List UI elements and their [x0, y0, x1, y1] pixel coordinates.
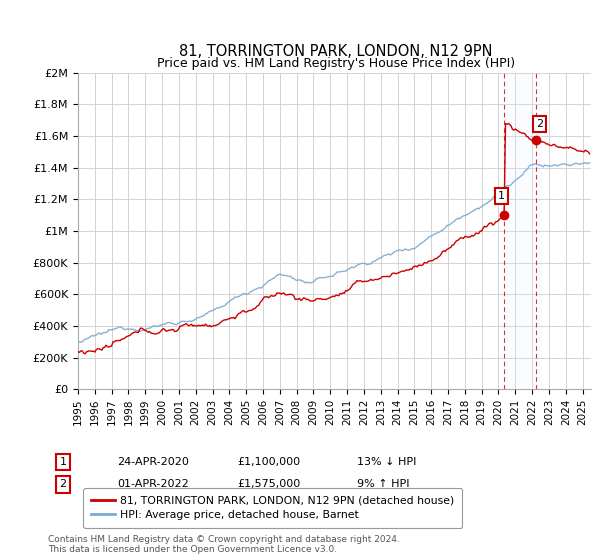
Text: 24-APR-2020: 24-APR-2020 — [117, 457, 189, 467]
Text: 01-APR-2022: 01-APR-2022 — [117, 479, 189, 489]
Text: 2: 2 — [59, 479, 67, 489]
Legend: 81, TORRINGTON PARK, LONDON, N12 9PN (detached house), HPI: Average price, detac: 81, TORRINGTON PARK, LONDON, N12 9PN (de… — [83, 488, 462, 528]
Text: £1,575,000: £1,575,000 — [237, 479, 300, 489]
Bar — [504, 73, 541, 389]
Text: 1: 1 — [498, 191, 505, 201]
Text: 1: 1 — [59, 457, 67, 467]
Text: 81, TORRINGTON PARK, LONDON, N12 9PN: 81, TORRINGTON PARK, LONDON, N12 9PN — [179, 44, 493, 59]
Text: Contains HM Land Registry data © Crown copyright and database right 2024.
This d: Contains HM Land Registry data © Crown c… — [48, 535, 400, 554]
Text: 9% ↑ HPI: 9% ↑ HPI — [357, 479, 409, 489]
Text: £1,100,000: £1,100,000 — [237, 457, 300, 467]
Text: 13% ↓ HPI: 13% ↓ HPI — [357, 457, 416, 467]
Text: Price paid vs. HM Land Registry's House Price Index (HPI): Price paid vs. HM Land Registry's House … — [157, 57, 515, 70]
Text: 2: 2 — [536, 119, 543, 129]
